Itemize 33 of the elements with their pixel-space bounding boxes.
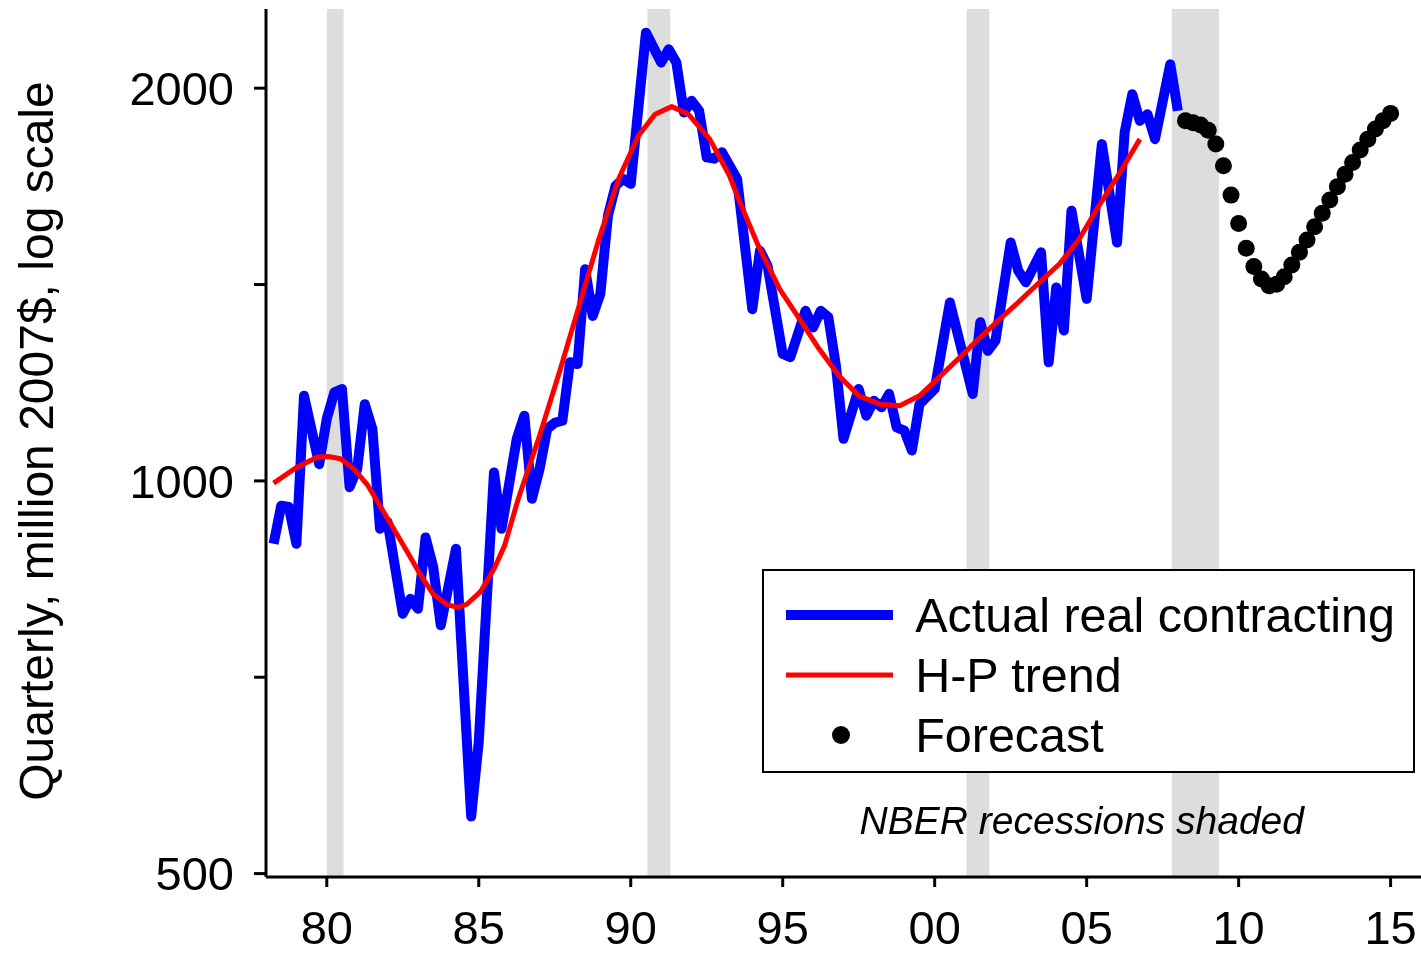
y-tick-label: 2000 bbox=[129, 61, 234, 115]
point bbox=[1199, 121, 1217, 139]
point bbox=[1382, 104, 1400, 122]
legend-label: H-P trend bbox=[915, 647, 1122, 703]
point bbox=[1214, 157, 1232, 175]
x-tick-label: 90 bbox=[604, 901, 657, 953]
point bbox=[1237, 239, 1255, 257]
x-tick-label: 05 bbox=[1060, 901, 1113, 953]
point bbox=[1321, 191, 1339, 209]
legend-label: Actual real contracting bbox=[915, 587, 1395, 643]
legend-label: Forecast bbox=[915, 707, 1104, 763]
point bbox=[1306, 218, 1324, 236]
point bbox=[1275, 268, 1293, 286]
x-tick-label: 15 bbox=[1364, 901, 1417, 953]
y-tick-label: 500 bbox=[155, 847, 234, 901]
x-tick-label: 95 bbox=[756, 901, 809, 953]
point bbox=[1245, 257, 1263, 275]
point bbox=[1207, 135, 1225, 153]
x-tick-label: 00 bbox=[908, 901, 961, 953]
point bbox=[1298, 231, 1316, 249]
x-tick-label: 80 bbox=[300, 901, 353, 953]
point bbox=[1328, 178, 1346, 196]
point bbox=[1222, 186, 1240, 204]
annotation: NBER recessions shaded bbox=[859, 799, 1304, 843]
y-axis-title: Quarterly, million 2007$, log scale bbox=[10, 81, 63, 801]
point bbox=[1230, 215, 1248, 233]
point bbox=[1344, 154, 1362, 172]
point bbox=[1283, 256, 1301, 274]
x-tick-label: 10 bbox=[1212, 901, 1265, 953]
y-tick-label: 1000 bbox=[129, 454, 234, 508]
point bbox=[1290, 243, 1308, 261]
point bbox=[1313, 204, 1331, 222]
x-tick-label: 85 bbox=[452, 901, 505, 953]
